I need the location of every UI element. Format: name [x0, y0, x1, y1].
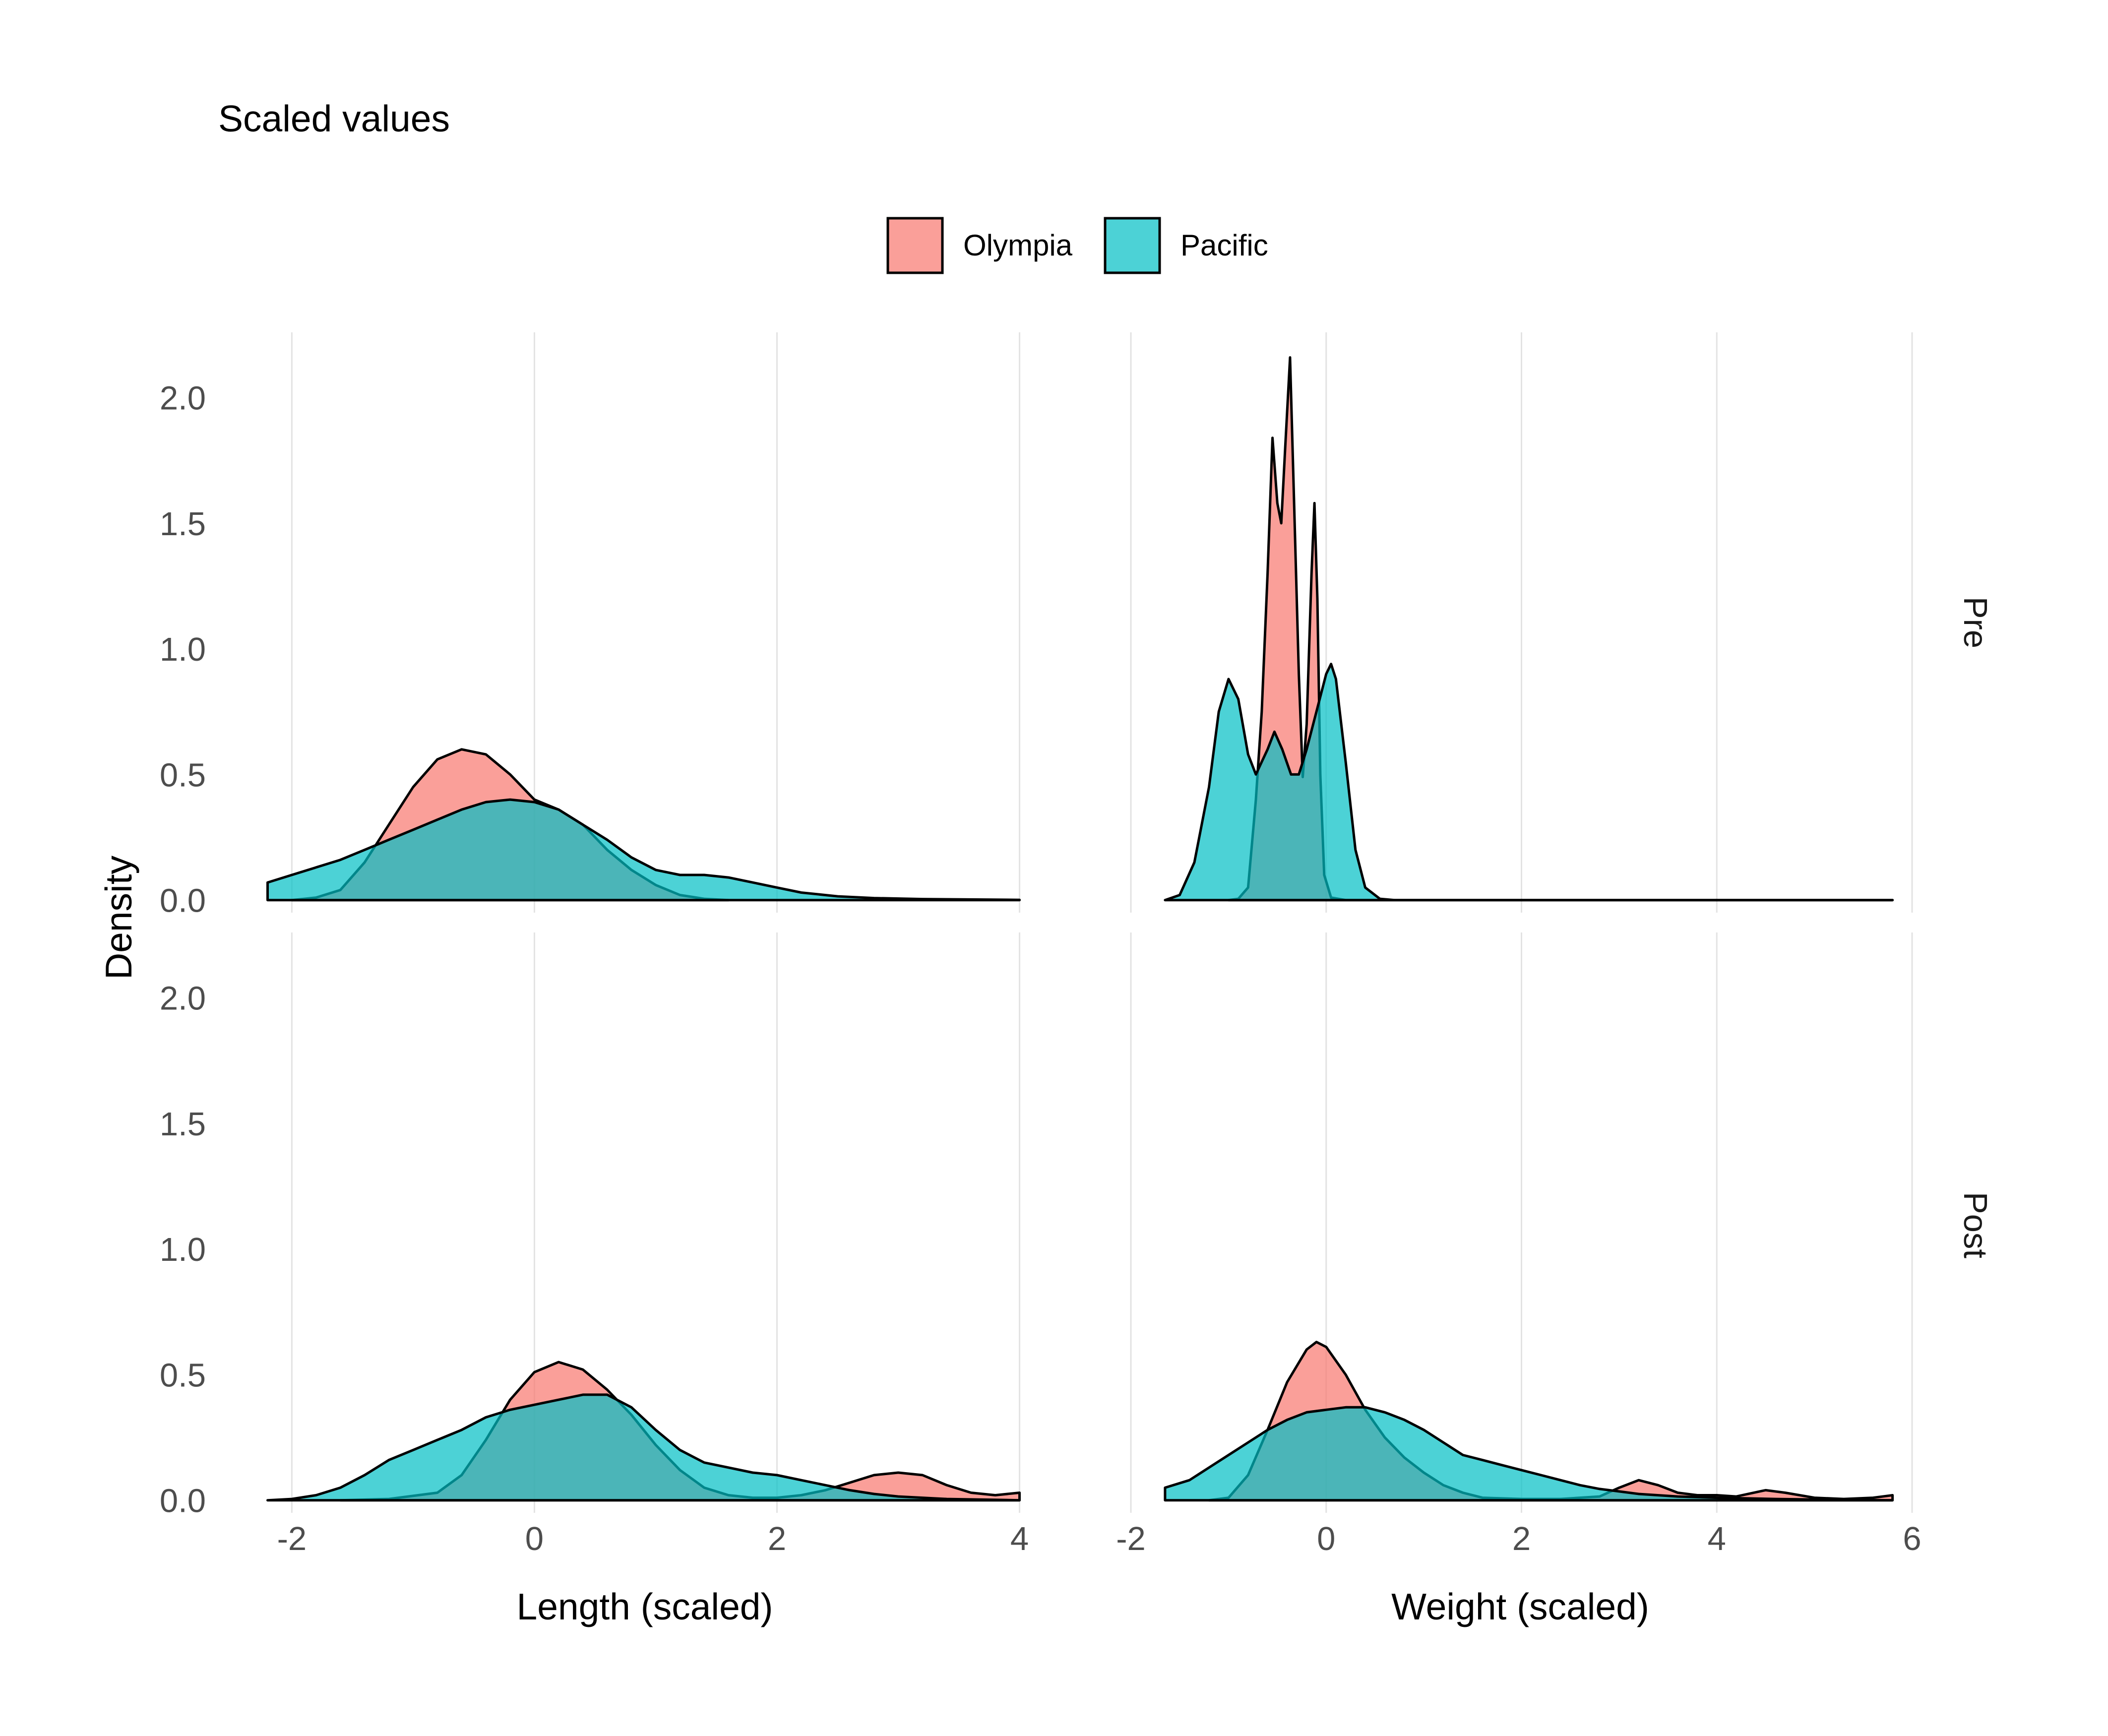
panel-weight-post: -2 0 2 4 6: [1116, 932, 1922, 1557]
y-tick-label: 0.0: [160, 882, 206, 920]
y-tick-label: 2.0: [160, 380, 206, 417]
y-axis-title: Density: [98, 855, 139, 980]
y-tick-label: 1.5: [160, 505, 206, 543]
x-tick-label-weight: 4: [1708, 1520, 1726, 1557]
y-tick-label: 0.0: [160, 1483, 206, 1520]
panel-length-post: 0.0 0.5 1.0 1.5 2.0 -2 0 2 4: [160, 932, 1029, 1557]
legend: Olympia Pacific: [886, 217, 1268, 274]
x-tick-label-length: 2: [768, 1520, 786, 1557]
panel-length-pre: 0.0 0.5 1.0 1.5 2.0: [160, 332, 1021, 920]
x-axis-title-weight: Weight (scaled): [1391, 1586, 1649, 1627]
legend-label-pacific: Pacific: [1180, 229, 1268, 262]
density-pacific-length-post: [266, 1393, 1021, 1502]
x-tick-label-weight: 6: [1903, 1520, 1921, 1557]
legend-key-olympia: [886, 217, 944, 274]
x-tick-label-length: 4: [1010, 1520, 1029, 1557]
y-tick-label: 0.5: [160, 1357, 206, 1394]
x-tick-label-length: -2: [277, 1520, 307, 1557]
x-tick-label-weight: -2: [1116, 1520, 1146, 1557]
strip-label-post: Post: [1957, 1192, 1994, 1258]
panel-weight-pre: [1130, 332, 1913, 913]
y-tick-label: 2.0: [160, 980, 206, 1017]
facet-panels: 0.0 0.5 1.0 1.5 2.0 0.0 0.5 1.0 1.5 2.0 -2 0 2 4 -2 0 2 4…: [160, 332, 1922, 1557]
chart-title: Scaled values: [218, 98, 450, 139]
x-axis-title-length: Length (scaled): [517, 1586, 773, 1627]
x-tick-label-weight: 2: [1512, 1520, 1531, 1557]
legend-label-olympia: Olympia: [963, 229, 1073, 262]
legend-key-pacific: [1104, 217, 1161, 274]
y-tick-label: 1.0: [160, 631, 206, 668]
x-tick-label-weight: 0: [1317, 1520, 1335, 1557]
density-pacific-weight-post: [1164, 1406, 1894, 1502]
x-tick-label-length: 0: [525, 1520, 544, 1557]
y-tick-label: 1.0: [160, 1231, 206, 1268]
density-pacific-weight-pre: [1164, 663, 1894, 902]
density-pacific-length-pre: [266, 798, 1021, 902]
y-tick-label: 1.5: [160, 1106, 206, 1143]
strip-label-pre: Pre: [1957, 597, 1994, 648]
y-tick-label: 0.5: [160, 756, 206, 794]
